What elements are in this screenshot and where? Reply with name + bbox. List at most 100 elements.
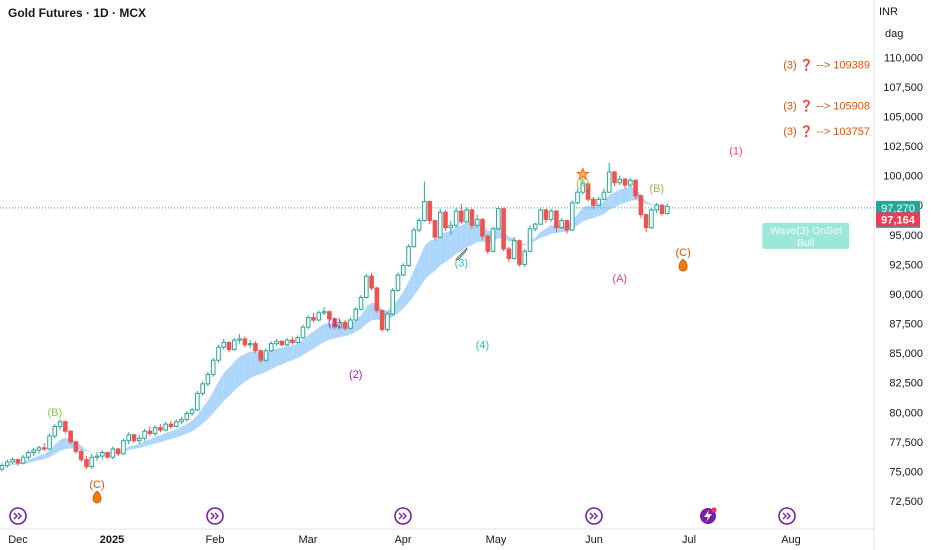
candle-body — [41, 447, 47, 450]
trend-cloud-segment — [33, 455, 39, 462]
candle-body — [147, 430, 153, 435]
candle-body — [226, 341, 232, 351]
trend-cloud-segment — [244, 351, 251, 382]
candle-body — [469, 209, 475, 226]
y-tick-label: 90,000 — [889, 289, 923, 301]
candle-body — [195, 392, 200, 411]
candle-body — [575, 191, 580, 204]
candle-body — [622, 178, 628, 186]
trend-cloud-segment — [165, 431, 171, 441]
candle-body — [290, 339, 295, 343]
candle-body — [601, 191, 607, 200]
candle-body — [311, 317, 316, 321]
wave-label: (1) — [729, 145, 742, 157]
x-tick-label: Mar — [299, 534, 318, 546]
event-icon[interactable] — [394, 507, 412, 525]
candle-body — [596, 198, 601, 206]
trend-cloud-segment — [276, 347, 282, 367]
trend-cloud-segment — [408, 270, 414, 303]
candle-body — [337, 321, 343, 328]
candle-body — [284, 339, 290, 346]
candle-body — [189, 409, 195, 414]
trend-cloud-segment — [582, 205, 589, 222]
wave-label: (4) — [476, 339, 489, 351]
y-tick-label: 100,000 — [883, 171, 923, 183]
chevron-right-icon — [589, 512, 598, 520]
candle-body — [216, 346, 221, 361]
wave-label: (5) — [576, 177, 589, 189]
trend-cloud-segment — [271, 348, 277, 370]
trend-cloud-segment — [366, 302, 372, 324]
candle-body — [316, 312, 322, 321]
rocket-flame-icon — [454, 258, 458, 261]
trend-cloud-segment — [292, 343, 298, 361]
trend-cloud-segment — [577, 207, 583, 226]
candle-body — [580, 183, 586, 193]
candle-body — [279, 340, 285, 346]
candle-body — [490, 228, 496, 252]
candle-body — [89, 456, 95, 468]
candle-body — [654, 204, 660, 211]
candle-body — [327, 311, 332, 320]
candle-body — [342, 321, 348, 329]
trend-cloud-segment — [170, 429, 177, 440]
candle-body — [305, 317, 311, 328]
candle-body — [126, 434, 132, 442]
x-tick-label: Jul — [682, 534, 696, 546]
event-icon[interactable] — [9, 507, 27, 525]
candle-body — [538, 209, 543, 225]
trend-cloud-segment — [614, 189, 620, 208]
candle-body — [606, 171, 612, 193]
candle-body — [94, 455, 100, 458]
candle-body — [105, 452, 110, 458]
candle-body — [242, 338, 248, 346]
candle-body — [501, 208, 506, 250]
y-tick-label: 80,000 — [889, 407, 923, 419]
trend-cloud-segment — [234, 356, 240, 391]
trend-cloud-segment — [186, 420, 193, 434]
event-icon[interactable] — [206, 507, 224, 525]
candle-body — [152, 427, 158, 435]
trend-cloud-segment — [155, 435, 161, 444]
trend-cloud-segment — [424, 240, 430, 281]
trend-cloud-segment — [239, 353, 245, 386]
candle-body — [390, 289, 396, 315]
x-tick-label: Aug — [781, 534, 801, 546]
y-tick-label: 75,000 — [889, 466, 923, 478]
candle-body — [121, 440, 126, 455]
wave-label: (2) — [349, 369, 362, 381]
candle-body — [247, 343, 253, 346]
candle-body — [110, 448, 116, 458]
wave-label: (C) — [89, 479, 104, 491]
trend-cloud-segment — [524, 241, 530, 246]
candle-body — [274, 340, 279, 345]
y-tick-label: 110,000 — [884, 52, 923, 64]
y-tick-label: 95,000 — [889, 230, 923, 242]
trend-cloud-segment — [218, 372, 224, 408]
candle-body — [358, 296, 364, 310]
signal-box — [762, 222, 850, 249]
candle-body — [158, 427, 163, 431]
candle-body — [638, 195, 644, 216]
candle-body — [100, 452, 105, 457]
candle-body — [10, 459, 15, 463]
event-icon[interactable] — [778, 507, 796, 525]
trend-cloud-segment — [313, 327, 319, 349]
trend-cloud-segment — [81, 445, 87, 452]
trend-cloud-segment — [461, 221, 467, 251]
trend-cloud-segment — [456, 225, 462, 254]
candle-body — [411, 229, 417, 248]
currency-label[interactable]: INR — [879, 6, 898, 18]
candle-body — [20, 456, 26, 464]
candle-body — [422, 201, 427, 222]
candle-body — [474, 218, 480, 226]
trend-cloud-segment — [86, 450, 92, 452]
trend-cloud-segment — [197, 407, 203, 428]
event-icon[interactable] — [585, 507, 603, 525]
trend-cloud-segment — [12, 463, 18, 465]
trend-cloud-segment — [419, 246, 425, 289]
candle-body — [200, 383, 205, 394]
candle-body — [453, 210, 459, 226]
trend-cloud-segment — [450, 226, 457, 259]
